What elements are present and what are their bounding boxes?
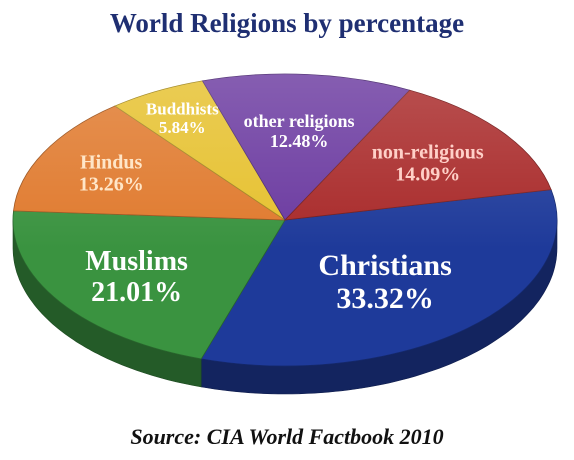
slice-label-muslims: Muslims <box>85 246 188 277</box>
slice-value-buddhists: 5.84% <box>159 118 206 137</box>
slice-value-other-religions: 12.48% <box>270 131 329 151</box>
slice-label-buddhists: Buddhists <box>146 100 219 119</box>
slice-value-non-religious: 14.09% <box>395 164 460 186</box>
slice-label-other-religions: other religions <box>244 111 355 131</box>
slice-value-muslims: 21.01% <box>91 277 182 308</box>
slice-label-hindus: Hindus <box>80 152 142 174</box>
slice-label-non-religious: non-religious <box>372 142 484 164</box>
slice-value-hindus: 13.26% <box>79 174 144 196</box>
chart-source: Source: CIA World Factbook 2010 <box>130 424 444 449</box>
slice-label-christians: Christians <box>318 249 451 282</box>
slice-value-christians: 33.32% <box>336 282 434 315</box>
pie-shine <box>13 74 557 366</box>
chart-title: World Religions by percentage <box>109 8 465 38</box>
